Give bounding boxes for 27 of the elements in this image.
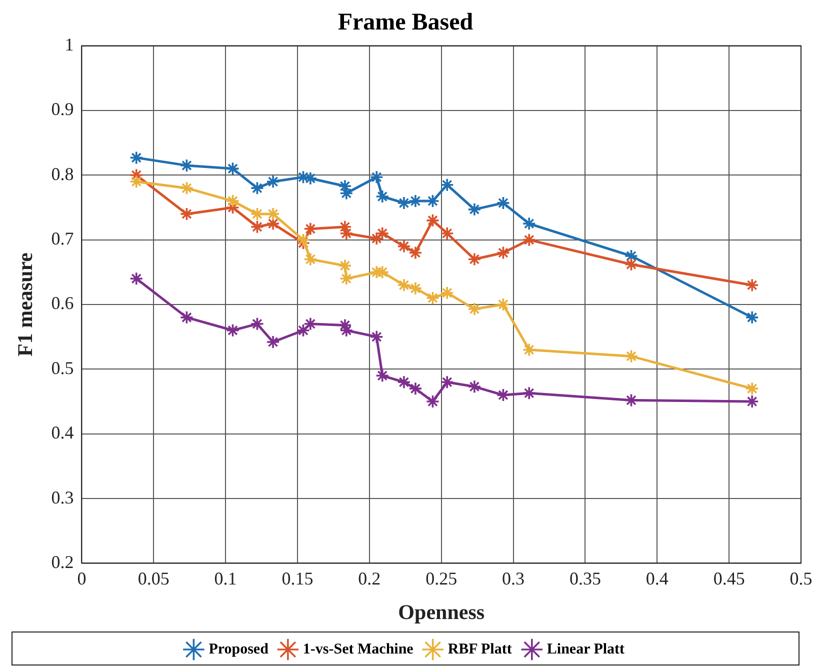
x-tick-label: 0.4: [646, 568, 668, 589]
y-tick-label: 0.9: [51, 99, 74, 120]
legend-label: 1-vs-Set Machine: [302, 641, 414, 658]
y-tick-label: 0.7: [51, 228, 74, 249]
x-tick-label: 0.45: [713, 568, 745, 589]
y-tick-label: 0.3: [51, 487, 74, 508]
chart-title: Frame Based: [338, 10, 474, 36]
x-tick-label: 0.25: [426, 568, 458, 589]
y-tick-label: 0.6: [51, 293, 74, 314]
y-tick-label: 0.8: [51, 164, 74, 184]
x-axis-title: Openness: [398, 600, 485, 624]
y-tick-label: 1: [64, 34, 74, 55]
y-tick-label: 0.4: [51, 422, 74, 443]
x-tick-label: 0.3: [502, 568, 525, 589]
legend-label: Proposed: [208, 641, 270, 658]
legend-label: Linear Platt: [546, 641, 625, 658]
x-tick-label: 0: [77, 568, 86, 589]
x-tick-label: 0.2: [358, 568, 381, 589]
x-tick-label: 0.35: [569, 568, 601, 589]
x-tick-label: 0.1: [214, 568, 237, 589]
y-tick-label: 0.5: [51, 358, 74, 378]
legend-label: RBF Platt: [448, 641, 512, 658]
y-tick-label: 0.2: [51, 552, 74, 572]
y-axis-title: F1 measure: [13, 252, 38, 357]
x-tick-label: 0.15: [282, 568, 314, 589]
x-tick-label: 0.05: [138, 568, 170, 589]
x-tick-label: 0.5: [790, 568, 812, 589]
